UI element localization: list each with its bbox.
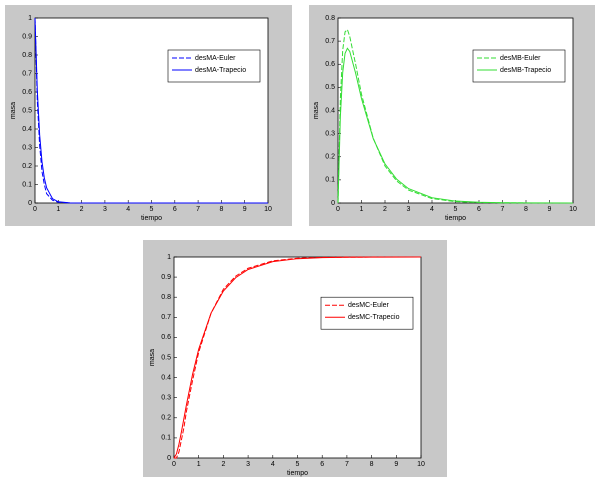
y-tick-label: 0.8 [161, 294, 171, 301]
legend-label: desMC-Euler [348, 302, 390, 309]
x-tick-label: 3 [103, 206, 107, 213]
y-tick-label: 0.2 [161, 415, 171, 422]
x-tick-label: 10 [569, 206, 577, 213]
x-tick-label: 9 [548, 206, 552, 213]
plot-area [173, 256, 422, 459]
y-tick-label: 1 [28, 15, 32, 22]
data-line [173, 256, 422, 459]
legend-box [472, 49, 566, 83]
y-tick-label: 0.9 [22, 33, 32, 40]
y-tick-label: 0 [331, 200, 335, 207]
legend-label: desMA-Euler [195, 55, 236, 62]
y-tick-label: 0.4 [161, 374, 171, 381]
x-tick-label: 4 [126, 206, 130, 213]
y-axis-label: masa [313, 102, 320, 119]
y-tick-label: 0.5 [22, 107, 32, 114]
x-tick-label: 6 [173, 206, 177, 213]
legend-label: desMA-Trapecio [195, 67, 246, 74]
y-tick-label: 0.5 [161, 354, 171, 361]
y-tick-label: 0.4 [22, 126, 32, 133]
plot-area [34, 17, 269, 204]
x-tick-label: 4 [430, 206, 434, 213]
y-tick-label: 1 [167, 254, 171, 261]
y-tick-label: 0.9 [161, 274, 171, 281]
x-tick-label: 0 [172, 461, 176, 468]
y-tick-label: 0.2 [325, 154, 335, 161]
y-tick-label: 0.3 [161, 395, 171, 402]
x-tick-label: 3 [246, 461, 250, 468]
x-axis-label: tiempo [141, 215, 162, 222]
y-tick-label: 0.6 [22, 89, 32, 96]
legend-box [167, 49, 261, 83]
data-line [337, 47, 574, 204]
x-tick-label: 7 [501, 206, 505, 213]
x-tick-label: 2 [80, 206, 84, 213]
y-tick-label: 0.5 [325, 84, 335, 91]
y-tick-label: 0.1 [161, 435, 171, 442]
y-tick-label: 0.7 [22, 70, 32, 77]
y-tick-label: 0.3 [325, 130, 335, 137]
x-tick-label: 8 [524, 206, 528, 213]
legend-label: desMC-Trapecio [348, 314, 400, 321]
plot-area [337, 17, 574, 204]
y-axis-label: masa [10, 102, 17, 119]
x-tick-label: 7 [345, 461, 349, 468]
x-tick-label: 7 [196, 206, 200, 213]
x-tick-label: 9 [394, 461, 398, 468]
y-tick-label: 0.7 [325, 38, 335, 45]
x-tick-label: 10 [417, 461, 425, 468]
x-tick-label: 3 [407, 206, 411, 213]
y-tick-label: 0 [167, 455, 171, 462]
y-axis-label: masa [149, 349, 156, 366]
x-tick-label: 6 [320, 461, 324, 468]
legend-label: desMB-Trapecio [500, 67, 551, 74]
y-tick-label: 0.1 [22, 181, 32, 188]
x-tick-label: 10 [264, 206, 272, 213]
x-tick-label: 8 [370, 461, 374, 468]
data-line [34, 17, 268, 204]
y-tick-label: 0.3 [22, 144, 32, 151]
y-tick-label: 0 [28, 200, 32, 207]
y-tick-label: 0.8 [325, 15, 335, 22]
x-axis-label: tiempo [287, 470, 308, 477]
x-tick-label: 8 [219, 206, 223, 213]
x-tick-label: 6 [477, 206, 481, 213]
y-tick-label: 0.8 [22, 52, 32, 59]
y-tick-label: 0.4 [325, 107, 335, 114]
x-tick-label: 5 [454, 206, 458, 213]
y-tick-label: 0.6 [325, 61, 335, 68]
x-tick-label: 4 [271, 461, 275, 468]
x-tick-label: 0 [336, 206, 340, 213]
y-tick-label: 0.2 [22, 163, 32, 170]
x-tick-label: 2 [383, 206, 387, 213]
x-axis-label: tiempo [445, 215, 466, 222]
y-tick-label: 0.7 [161, 314, 171, 321]
x-tick-label: 1 [56, 206, 60, 213]
x-tick-label: 5 [150, 206, 154, 213]
x-tick-label: 0 [33, 206, 37, 213]
x-tick-label: 9 [243, 206, 247, 213]
legend-label: desMB-Euler [500, 55, 541, 62]
y-tick-label: 0.6 [161, 334, 171, 341]
legend-box [320, 296, 414, 330]
x-tick-label: 1 [197, 461, 201, 468]
x-tick-label: 5 [296, 461, 300, 468]
x-tick-label: 2 [221, 461, 225, 468]
x-tick-label: 1 [360, 206, 364, 213]
y-tick-label: 0.1 [325, 177, 335, 184]
